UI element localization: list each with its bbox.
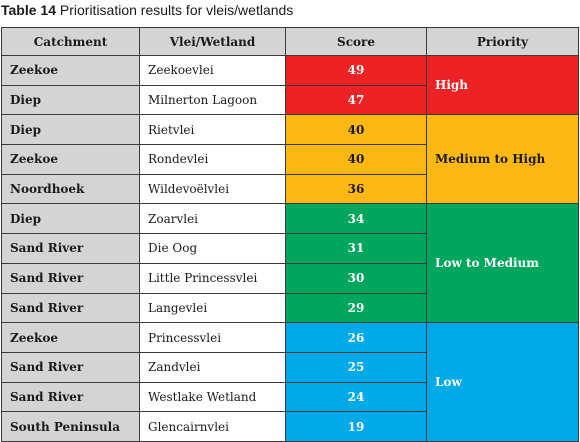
header-score: Score [285, 27, 427, 56]
header-row: Catchment Vlei/Wetland Score Priority [1, 27, 579, 56]
score-cell: 47 [285, 84, 427, 116]
vlei-cell: Rondevlei [139, 144, 286, 175]
table-row: Zeekoe Rondevlei 40 [1, 144, 579, 175]
vlei-cell: Milnerton Lagoon [139, 84, 286, 116]
score-cell: 25 [285, 351, 427, 383]
table-row: Sand River Zandvlei 25 [1, 351, 579, 383]
header-vlei: Vlei/Wetland [139, 27, 286, 56]
vlei-cell: Wildevoëlvlei [139, 173, 286, 205]
catchment-cell: Diep [1, 114, 140, 146]
table-row: Diep Rietvlei 40 Medium to High [1, 114, 579, 205]
score-cell: 49 [285, 55, 427, 86]
score-cell: 26 [285, 322, 427, 353]
vlei-cell: Westlake Wetland [139, 381, 286, 413]
priority-low: Low [426, 322, 579, 442]
score-cell: 29 [285, 292, 427, 324]
vlei-cell: Glencairnvlei [139, 411, 286, 442]
vlei-cell: Zeekoevlei [139, 55, 286, 86]
score-cell: 24 [285, 381, 427, 413]
catchment-cell: Sand River [1, 351, 140, 383]
priority-low-to-medium: Low to Medium [426, 203, 579, 324]
table-row: Noordhoek Wildevoëlvlei 36 [1, 173, 579, 205]
table-number: Table 14 [1, 2, 56, 18]
vlei-cell: Little Princessvlei [139, 262, 286, 294]
catchment-cell: Noordhoek [1, 173, 140, 205]
header-priority: Priority [426, 27, 579, 56]
score-cell: 40 [285, 144, 427, 175]
vlei-cell: Princessvlei [139, 322, 286, 353]
catchment-cell: Diep [1, 203, 140, 235]
catchment-cell: Sand River [1, 381, 140, 413]
catchment-cell: Sand River [1, 262, 140, 294]
score-cell: 30 [285, 262, 427, 294]
score-cell: 36 [285, 173, 427, 205]
score-cell: 31 [285, 233, 427, 264]
vlei-cell: Die Oog [139, 233, 286, 264]
catchment-cell: Zeekoe [1, 322, 140, 353]
score-cell: 34 [285, 203, 427, 235]
table-title: Prioritisation results for vleis/wetland… [59, 2, 294, 18]
catchment-cell: Zeekoe [1, 144, 140, 175]
vlei-cell: Zandvlei [139, 351, 286, 383]
table-row: Zeekoe Princessvlei 26 Low [1, 322, 579, 442]
table-caption: Table 14 Prioritisation results for vlei… [1, 1, 293, 23]
vlei-cell: Langevlei [139, 292, 286, 324]
catchment-cell: Diep [1, 84, 140, 116]
table-row: Diep Zoarvlei 34 Low to Medium [1, 203, 579, 324]
prioritisation-table: Catchment Vlei/Wetland Score Priority Ze… [1, 27, 579, 442]
priority-high: High [426, 54, 579, 116]
catchment-cell: Sand River [1, 292, 140, 324]
table-row: Sand River Little Princessvlei 30 [1, 262, 579, 294]
table-row: Diep Milnerton Lagoon 47 [1, 84, 579, 116]
priority-medium-to-high: Medium to High [426, 114, 579, 205]
score-cell: 40 [285, 114, 427, 146]
catchment-cell: Sand River [1, 233, 140, 264]
table-row: Zeekoe Zeekoevlei 49 High [1, 54, 579, 116]
vlei-cell: Zoarvlei [139, 203, 286, 235]
catchment-cell: South Peninsula [1, 411, 140, 442]
table-row: Sand River Westlake Wetland 24 [1, 381, 579, 413]
table-row: Sand River Die Oog 31 [1, 233, 579, 264]
catchment-cell: Zeekoe [1, 55, 140, 86]
score-cell: 19 [285, 411, 427, 442]
header-catchment: Catchment [1, 27, 140, 56]
vlei-cell: Rietvlei [139, 114, 286, 146]
